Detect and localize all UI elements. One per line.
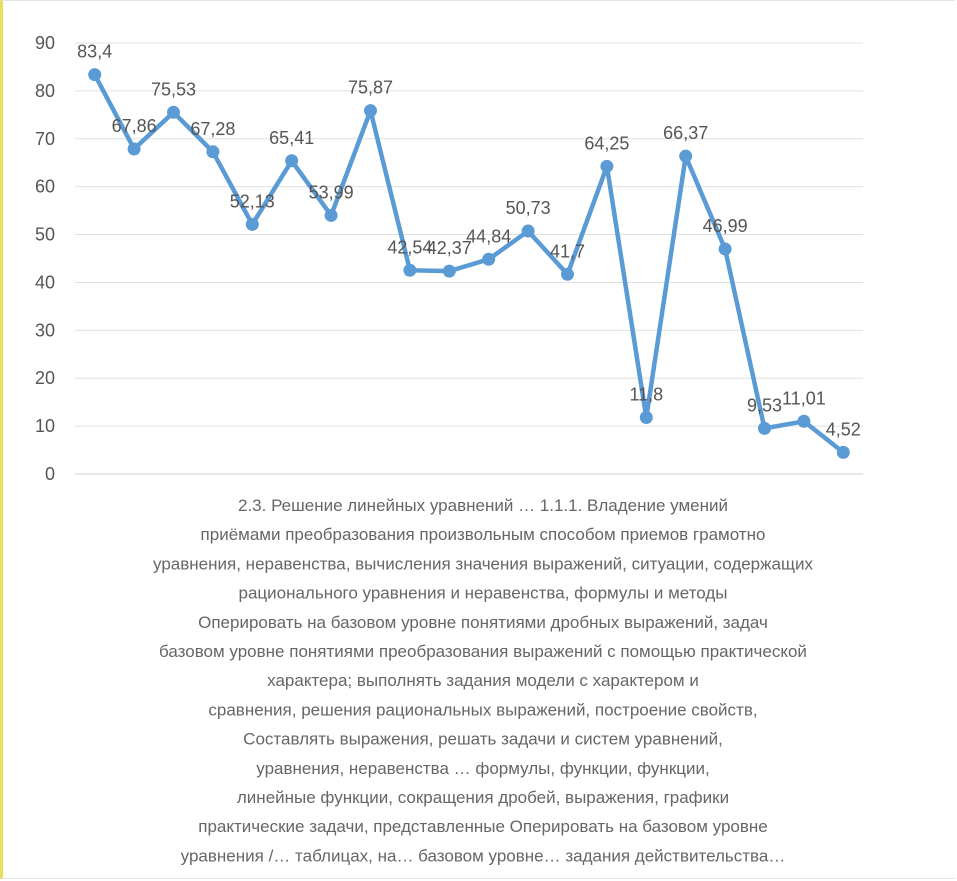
data-label: 4,52 [826,419,861,439]
data-label: 65,41 [269,128,314,148]
x-category-label-line: приёмами преобразования произвольным спо… [201,525,766,544]
y-tick-label-50: 50 [35,225,55,245]
x-category-label-line: 2.3. Решение линейных уравнений … 1.1.1.… [238,496,728,515]
y-tick-label-30: 30 [35,320,55,340]
data-label: 53,99 [309,182,354,202]
data-point [403,263,417,277]
x-axis-category-labels: 2.3. Решение линейных уравнений … 1.1.1.… [153,496,813,865]
x-category-label-line: Составлять выражения, решать задачи и си… [243,730,723,749]
y-axis-tick-labels: 0 10 20 30 40 50 60 70 80 90 [35,33,55,484]
data-point [206,145,220,159]
data-point [639,410,653,424]
data-point [167,105,180,119]
x-category-label-line: рационального уравнения и неравенства, ф… [238,584,727,603]
data-point [679,149,693,163]
data-label: 67,28 [190,119,235,139]
data-point-layer [88,68,850,459]
y-tick-label-60: 60 [35,177,55,197]
data-point [521,224,535,238]
data-point [482,252,496,266]
data-label: 11,8 [629,384,663,404]
data-label: 75,87 [348,78,393,98]
data-label: 42,37 [427,238,472,258]
data-label: 9,53 [747,395,782,415]
x-category-label-line: Оперировать на базовом уровне понятиями … [198,613,768,632]
data-label-layer: 83,4 67,86 75,53 67,28 52,13 65,41 53,99 75,87 4… [77,42,861,440]
x-category-label-line: уравнения, неравенства, вычисления значе… [153,554,813,573]
data-label: 46,99 [703,216,748,236]
y-tick-label-40: 40 [35,272,55,292]
data-point [758,421,771,435]
data-label: 83,4 [77,42,112,62]
series-line-layer [92,72,846,455]
data-label: 67,86 [112,116,157,136]
y-tick-label-10: 10 [35,416,55,436]
data-point [836,445,850,459]
data-label: 52,13 [230,191,275,211]
series-line [92,72,846,455]
x-category-label-line: уравнения /… таблицах, на… базовом уровн… [181,846,786,865]
data-point [442,264,456,278]
x-category-label-line: практические задачи, представленные Опер… [198,817,767,836]
data-point [127,142,141,156]
data-point [245,217,259,231]
y-tick-label-80: 80 [35,81,55,101]
x-category-label-line: базовом уровне понятиями преобразования … [159,642,807,661]
y-tick-label-0: 0 [45,464,55,484]
data-point [324,208,338,222]
data-label: 64,25 [584,133,629,153]
data-label: 11,01 [782,388,826,408]
data-point [797,414,811,428]
x-category-label-line: уравнения, неравенства … формулы, функци… [256,759,709,778]
x-category-label-line: сравнения, решения рациональных выражени… [208,700,757,719]
data-label: 50,73 [506,198,551,218]
gridlines [75,42,863,475]
data-point [561,267,574,281]
data-point [364,104,377,118]
data-label: 75,53 [151,79,196,99]
data-point [600,159,614,173]
data-label: 66,37 [663,123,708,143]
data-label: 42,54 [387,237,432,257]
data-label: 41,7 [550,241,585,261]
y-tick-label-20: 20 [35,368,55,388]
y-tick-label-90: 90 [35,33,55,53]
line-chart: 0 10 20 30 40 50 60 70 80 90 2.3. Решение линейны… [35,33,863,865]
data-point [718,242,732,256]
y-tick-label-70: 70 [35,129,55,149]
x-category-label-line: линейные функции, сокращения дробей, выр… [237,788,729,807]
x-category-label-line: характера; выполнять задания модели с ха… [267,671,699,690]
data-label: 44,84 [466,226,511,246]
data-point [285,154,299,168]
data-point [88,68,102,82]
